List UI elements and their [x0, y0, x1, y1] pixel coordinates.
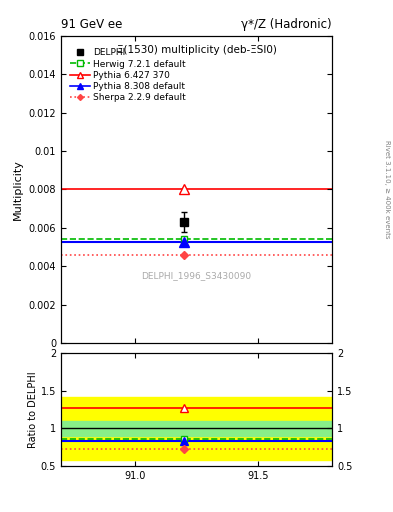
Text: γ*/Z (Hadronic): γ*/Z (Hadronic) — [241, 18, 332, 31]
Text: DELPHI_1996_S3430090: DELPHI_1996_S3430090 — [141, 271, 252, 280]
Text: 91 GeV ee: 91 GeV ee — [61, 18, 122, 31]
Text: Ξ(1530) multiplicity (deb-ΞSl0): Ξ(1530) multiplicity (deb-ΞSl0) — [117, 45, 276, 55]
Y-axis label: Multiplicity: Multiplicity — [13, 159, 23, 220]
Text: Rivet 3.1.10, ≥ 400k events: Rivet 3.1.10, ≥ 400k events — [384, 140, 390, 239]
Legend: DELPHI, Herwig 7.2.1 default, Pythia 6.427 370, Pythia 8.308 default, Sherpa 2.2: DELPHI, Herwig 7.2.1 default, Pythia 6.4… — [68, 47, 188, 104]
Y-axis label: Ratio to DELPHI: Ratio to DELPHI — [28, 371, 38, 448]
